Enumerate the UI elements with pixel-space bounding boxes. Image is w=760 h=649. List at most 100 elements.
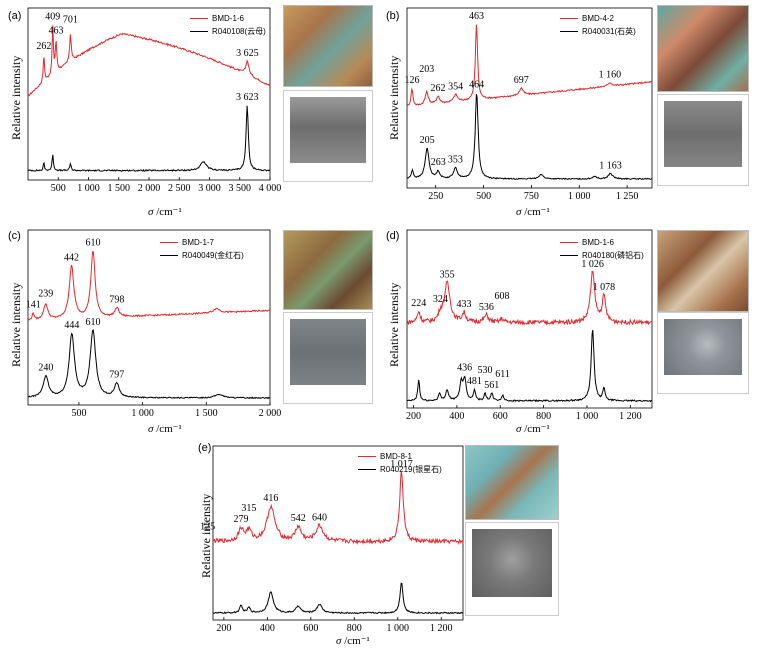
peak-label: 353 xyxy=(448,154,463,165)
legend-label-reference: R040031(石英) xyxy=(582,27,636,36)
peak-label: 1 026 xyxy=(581,259,604,270)
panel-a: (a) Relative intensity 500 1 000 1 500 2 00… xyxy=(0,0,380,218)
peak-label: 279 xyxy=(234,514,249,525)
peak-label: 1 078 xyxy=(593,282,616,293)
peak-label: 442 xyxy=(64,252,79,263)
peak-label: 141 xyxy=(26,300,41,311)
peak-label: 409 xyxy=(45,11,60,22)
panel-c: (c) Relative intensity 500 1 000 1 500 2 00… xyxy=(0,222,380,437)
legend-item-reference: R040108(云母) xyxy=(190,25,266,38)
legend-item-sample: BMD-1-6 xyxy=(560,236,644,249)
peak-label: 611 xyxy=(495,369,510,380)
x-tick-label: 1 000 xyxy=(77,183,100,194)
panel-d-legend: BMD-1-6 R040180(磷铝石) xyxy=(560,236,644,262)
legend-label-sample: BMD-1-6 xyxy=(212,14,245,23)
x-tick-label: 200 xyxy=(406,411,421,422)
x-tick-label: 400 xyxy=(260,623,275,634)
legend-item-reference: R040219(银星石) xyxy=(358,463,442,476)
peak-label: 463 xyxy=(469,11,484,22)
panel-e-micrograph xyxy=(465,522,559,616)
panel-a-label: (a) xyxy=(8,10,22,22)
panel-c-legend: BMD-1-7 R040049(金红石) xyxy=(160,236,244,262)
peak-label: 262 xyxy=(431,83,446,94)
peak-label: 481 xyxy=(467,376,482,387)
peak-label: 464 xyxy=(469,79,484,90)
peak-label: 697 xyxy=(514,75,529,86)
legend-label-reference: R040049(金红石) xyxy=(182,251,244,260)
peak-label: 444 xyxy=(64,320,79,331)
x-tick-label: 1 500 xyxy=(108,183,131,194)
peak-label: 542 xyxy=(291,513,306,524)
panel-c-photo xyxy=(283,230,373,310)
peak-label: 610 xyxy=(85,317,100,328)
panel-a-photo xyxy=(283,5,373,87)
legend-label-sample: BMD-8-1 xyxy=(380,452,413,461)
peak-label: 416 xyxy=(263,493,278,504)
legend-item-sample: BMD-1-7 xyxy=(160,236,244,249)
series-line-sample xyxy=(406,270,653,326)
x-tick-label: 3 000 xyxy=(198,183,221,194)
peak-label: 561 xyxy=(484,380,499,391)
x-tick-label: 1 250 xyxy=(616,191,639,202)
panel-a-micrograph xyxy=(283,90,373,182)
legend-label-sample: BMD-1-7 xyxy=(182,238,215,247)
legend-label-reference: R040219(银星石) xyxy=(380,465,442,474)
legend-item-reference: R040031(石英) xyxy=(560,25,636,38)
panel-d-xlabel: σ /cm⁻¹ xyxy=(516,423,550,435)
panel-e-legend: BMD-8-1 R040219(银星石) xyxy=(358,450,442,476)
x-tick-label: 1 000 xyxy=(576,411,599,422)
legend-item-reference: R040180(磷铝石) xyxy=(560,249,644,262)
peak-label: 640 xyxy=(312,512,327,523)
panel-e-photo xyxy=(465,445,559,520)
panel-d-photo xyxy=(657,230,749,312)
panel-e: (e) Relative intensity 200 400 600 800 1 000… xyxy=(190,438,480,649)
peak-label: 530 xyxy=(478,365,493,376)
x-tick-label: 600 xyxy=(493,411,508,422)
x-tick-label: 1 200 xyxy=(430,623,453,634)
legend-label-reference: R040180(磷铝石) xyxy=(582,251,644,260)
peak-label: 324 xyxy=(433,294,448,305)
x-tick-label: 400 xyxy=(449,411,464,422)
x-tick-label: 750 xyxy=(524,191,539,202)
peak-label: 224 xyxy=(411,298,426,309)
panel-b-micrograph xyxy=(657,94,749,186)
x-tick-label: 800 xyxy=(536,411,551,422)
panel-e-label: (e) xyxy=(198,442,212,454)
x-tick-label: 3 500 xyxy=(229,183,252,194)
series-line-reference xyxy=(28,328,271,400)
panel-b-legend: BMD-4-2 R040031(石英) xyxy=(560,12,636,38)
x-tick-label: 250 xyxy=(428,191,443,202)
x-tick-label: 800 xyxy=(347,623,362,634)
panel-a-xlabel: σ /cm⁻¹ xyxy=(148,206,182,218)
panel-c-micrograph xyxy=(283,312,373,404)
peak-label: 125 xyxy=(200,521,215,532)
x-tick-label: 2 000 xyxy=(138,183,161,194)
peak-label: 797 xyxy=(109,369,124,380)
peak-label: 1 160 xyxy=(599,70,622,81)
peak-label: 203 xyxy=(419,64,434,75)
peak-label: 3 625 xyxy=(236,48,259,59)
peak-label: 463 xyxy=(49,26,64,37)
peak-label: 315 xyxy=(241,503,256,514)
plot-frame xyxy=(27,229,271,406)
panel-c-xlabel: σ /cm⁻¹ xyxy=(148,423,182,435)
peak-label: 239 xyxy=(38,289,53,300)
panel-b: (b) Relative intensity 250 500 750 1 000 1 2… xyxy=(380,0,760,218)
legend-label-reference: R040108(云母) xyxy=(212,27,266,36)
x-tick-label: 1 500 xyxy=(195,408,218,419)
plot-frame xyxy=(406,7,653,189)
legend-item-sample: BMD-4-2 xyxy=(560,12,636,25)
series-line-reference xyxy=(27,105,271,173)
x-tick-label: 500 xyxy=(51,183,66,194)
plot-frame xyxy=(406,229,653,409)
panel-a-legend: BMD-1-6 R040108(云母) xyxy=(190,12,266,38)
peak-label: 126 xyxy=(404,75,419,86)
legend-label-sample: BMD-4-2 xyxy=(582,14,615,23)
panel-d: (d) Relative intensity 200 400 600 800 1 000… xyxy=(380,222,760,437)
panel-e-xlabel: σ /cm⁻¹ xyxy=(336,635,370,647)
x-tick-label: 600 xyxy=(303,623,318,634)
legend-label-sample: BMD-1-6 xyxy=(582,238,615,247)
panel-b-xlabel: σ /cm⁻¹ xyxy=(516,206,550,218)
panel-c-label: (c) xyxy=(8,230,21,242)
